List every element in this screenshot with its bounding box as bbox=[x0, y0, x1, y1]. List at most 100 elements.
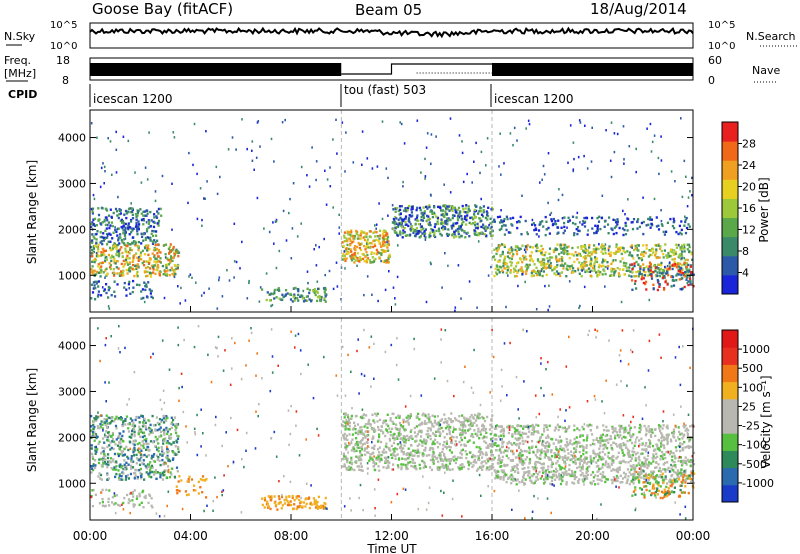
colorbar-tick-label: 25 bbox=[742, 400, 756, 413]
freq-band-icescan-2 bbox=[492, 63, 693, 76]
velocity-y-axis: 1000 2000 3000 4000 bbox=[58, 340, 693, 490]
nsearch-label: N.Search bbox=[746, 30, 796, 43]
nsky-tick-top: 10^5 bbox=[50, 20, 77, 31]
colorbar-tick-label: 20 bbox=[742, 181, 756, 194]
velocity-heatmap-data bbox=[90, 318, 696, 521]
power-echo-0800 bbox=[261, 286, 328, 303]
date-title: 18/Aug/2014 bbox=[590, 0, 687, 18]
colorbar-frame bbox=[721, 329, 739, 503]
cpid-label: CPID bbox=[8, 88, 37, 101]
y-tick-label: 1000 bbox=[58, 477, 86, 490]
colorbar-tick-label: -500 bbox=[742, 458, 767, 471]
colorbar-swatch bbox=[722, 347, 738, 365]
freq-series bbox=[90, 63, 693, 76]
freq-unit-label: [MHz] bbox=[4, 67, 36, 80]
colorbar-tick-label: 12 bbox=[742, 224, 756, 237]
power-panel-frame bbox=[89, 109, 694, 313]
colorbar-swatch bbox=[722, 381, 738, 400]
colorbar-tick-label: 1000 bbox=[742, 343, 770, 356]
velocity-echo-0400 bbox=[175, 475, 208, 499]
y-tick-label: 2000 bbox=[58, 223, 86, 236]
colorbar-swatch bbox=[722, 274, 738, 295]
colorbar-swatch bbox=[722, 141, 738, 161]
power-echo-morning-lower bbox=[90, 243, 180, 278]
beam-title: Beam 05 bbox=[355, 1, 422, 19]
freq-label: Freq. bbox=[4, 54, 31, 67]
y-tick-label: 3000 bbox=[58, 177, 86, 190]
velocity-echo-morning bbox=[90, 414, 180, 481]
x-tick-label: 12:00 bbox=[374, 529, 409, 543]
power-y-axis: 1000 2000 3000 4000 bbox=[58, 132, 693, 282]
nsky-series-line bbox=[89, 26, 694, 39]
colorbar-swatch bbox=[722, 217, 738, 238]
colorbar-swatch bbox=[722, 364, 738, 383]
velocity-echo-morning-near bbox=[90, 488, 154, 509]
power-echo-1400 bbox=[391, 204, 494, 239]
colorbar-swatch bbox=[722, 330, 738, 348]
velocity-echo-late bbox=[630, 470, 696, 500]
colorbar-tick-label: 500 bbox=[742, 362, 763, 375]
nave-line bbox=[341, 63, 492, 75]
colorbar-swatch bbox=[722, 122, 738, 142]
y-tick-label: 4000 bbox=[58, 132, 86, 145]
x-tick-label: 00:00 bbox=[73, 529, 108, 543]
x-tick-label: 00:00 bbox=[676, 529, 711, 543]
power-echo-morning-upper bbox=[90, 206, 163, 246]
nsky-tick-bottom: 10^0 bbox=[50, 41, 77, 52]
colorbar-swatch bbox=[722, 433, 738, 451]
y-tick-label: 1000 bbox=[58, 269, 86, 282]
colorbar-tick-label: 28 bbox=[742, 138, 756, 151]
colorbar-tick-label: 8 bbox=[742, 245, 749, 258]
cpid-segment-2: tou (fast) 503 bbox=[344, 83, 426, 97]
freq-band-icescan-1 bbox=[90, 63, 342, 76]
colorbar-swatch bbox=[722, 160, 738, 180]
colorbar-swatch bbox=[722, 416, 738, 434]
x-tick-label: 20:00 bbox=[575, 529, 610, 543]
colorbar-swatch bbox=[722, 179, 738, 199]
x-tick-label: 04:00 bbox=[173, 529, 208, 543]
cpid-segment-1: icescan 1200 bbox=[93, 92, 172, 106]
freq-tick-top: 18 bbox=[56, 54, 70, 67]
velocity-colorbar: -1000 -500 -100 -25 25 100 500 1000 bbox=[721, 329, 774, 503]
velocity-y-label: Slant Range [km] bbox=[25, 368, 39, 472]
freq-tick-bottom: 8 bbox=[62, 74, 69, 87]
y-tick-label: 4000 bbox=[58, 340, 86, 353]
colorbar-tick-label: 100 bbox=[742, 381, 763, 394]
velocity-echo-0800 bbox=[261, 494, 327, 511]
colorbar-swatch bbox=[722, 467, 738, 486]
power-echo-sparse bbox=[90, 117, 693, 312]
power-echo-evening-lower bbox=[492, 243, 695, 278]
power-echo-morning-near bbox=[90, 279, 154, 301]
velocity-echo-sparse bbox=[90, 325, 695, 521]
nsky-panel-frame bbox=[89, 22, 694, 49]
power-echo-1100 bbox=[341, 229, 392, 264]
power-colorbar: 4 8 12 16 20 24 28 bbox=[721, 121, 756, 295]
colorbar-tick-label: -25 bbox=[742, 420, 760, 433]
time-x-axis: 00:00 04:00 08:00 12:00 16:00 20:00 00:00 bbox=[73, 306, 711, 543]
y-tick-label: 2000 bbox=[58, 431, 86, 444]
colorbar-swatch bbox=[722, 255, 738, 276]
nsky-label: N.Sky bbox=[4, 30, 36, 43]
x-tick-label: 08:00 bbox=[274, 529, 309, 543]
velocity-echo-midday bbox=[341, 412, 494, 472]
nsearch-tick-top: 10^5 bbox=[708, 20, 735, 31]
cpid-segment-3: icescan 1200 bbox=[494, 92, 573, 106]
power-y-label: Slant Range [km] bbox=[25, 160, 39, 264]
power-heatmap-data bbox=[90, 110, 695, 312]
station-title: Goose Bay (fitACF) bbox=[92, 0, 233, 18]
nave-tick-bottom: 0 bbox=[708, 74, 715, 87]
colorbar-swatch bbox=[722, 484, 738, 503]
y-tick-label: 3000 bbox=[58, 385, 86, 398]
colorbar-swatch bbox=[722, 450, 738, 469]
power-echo-late bbox=[630, 261, 695, 292]
power-colorbar-label: Power [dB] bbox=[757, 177, 771, 242]
colorbar-tick-label: 16 bbox=[742, 202, 756, 215]
velocity-colorbar-label: Velocity [m s⁻¹] bbox=[759, 375, 773, 468]
nave-label: Nave bbox=[752, 64, 780, 77]
colorbar-tick-label: 4 bbox=[742, 267, 749, 280]
colorbar-swatch bbox=[722, 236, 738, 257]
power-echo-evening-upper bbox=[493, 215, 691, 237]
x-tick-label: 16:00 bbox=[475, 529, 510, 543]
